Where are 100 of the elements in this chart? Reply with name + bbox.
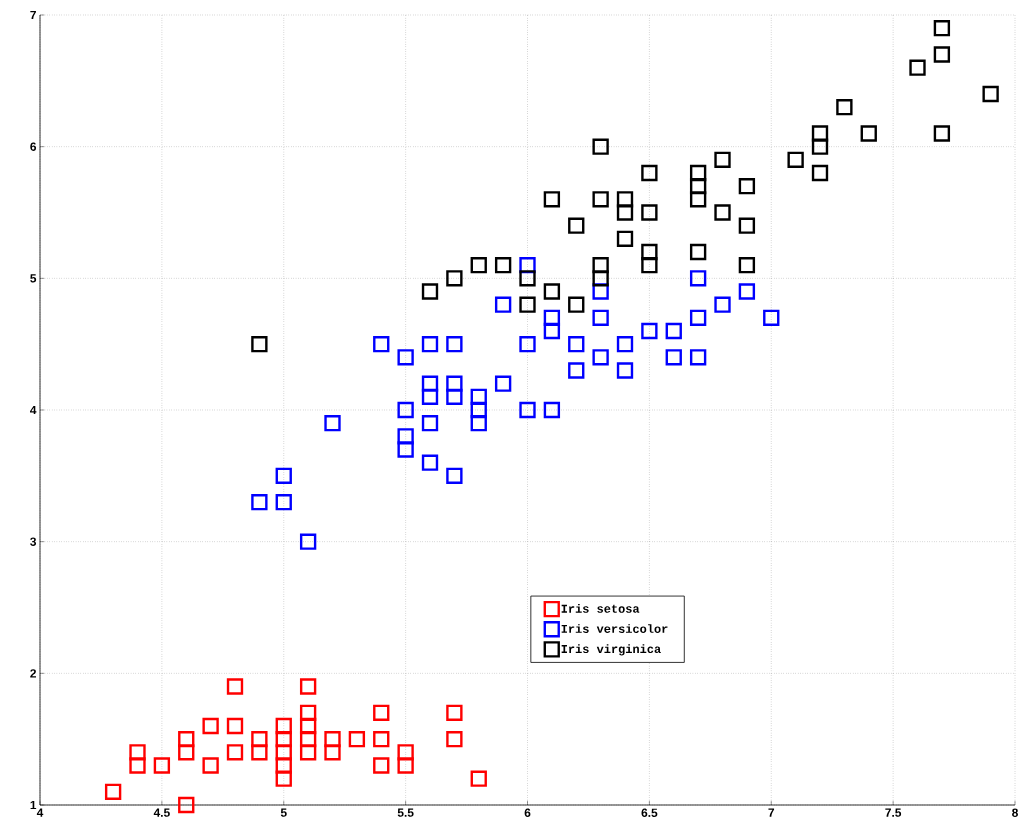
point bbox=[226, 678, 244, 695]
x-tick-label: 8 bbox=[1012, 808, 1018, 817]
point bbox=[592, 270, 609, 287]
point bbox=[373, 730, 390, 748]
point bbox=[324, 414, 341, 432]
point bbox=[470, 256, 487, 274]
point bbox=[714, 204, 731, 221]
point bbox=[665, 349, 682, 366]
point bbox=[714, 296, 731, 313]
point bbox=[909, 59, 926, 76]
x-tick-label: 4.5 bbox=[153, 808, 170, 817]
point bbox=[689, 191, 707, 208]
point bbox=[397, 401, 414, 419]
point bbox=[446, 335, 463, 353]
point bbox=[616, 191, 634, 208]
point bbox=[202, 717, 219, 735]
point bbox=[178, 796, 195, 814]
point bbox=[738, 217, 756, 234]
point bbox=[129, 744, 146, 761]
point bbox=[251, 744, 268, 761]
point bbox=[714, 151, 731, 168]
point bbox=[153, 757, 171, 774]
point bbox=[251, 493, 268, 511]
x-tick-label: 4 bbox=[36, 808, 44, 817]
point bbox=[616, 204, 634, 221]
point bbox=[494, 375, 512, 392]
point bbox=[104, 783, 122, 801]
x-tick-label: 6 bbox=[524, 808, 531, 817]
y-tick-label: 6 bbox=[30, 142, 37, 151]
point bbox=[446, 388, 463, 405]
point bbox=[299, 678, 317, 695]
point bbox=[543, 309, 561, 326]
point bbox=[933, 19, 951, 37]
y-tick-label: 4 bbox=[30, 405, 37, 415]
point bbox=[738, 177, 756, 195]
point bbox=[226, 717, 244, 735]
point bbox=[641, 256, 658, 274]
point bbox=[763, 309, 780, 326]
point bbox=[299, 744, 317, 761]
point bbox=[373, 704, 390, 722]
point bbox=[519, 270, 536, 287]
point bbox=[275, 467, 292, 484]
point bbox=[397, 428, 414, 445]
point bbox=[397, 349, 414, 366]
point bbox=[519, 296, 536, 313]
point bbox=[543, 322, 561, 340]
point bbox=[348, 730, 366, 748]
point bbox=[421, 414, 439, 432]
point bbox=[299, 730, 317, 748]
point bbox=[738, 283, 756, 300]
point bbox=[811, 164, 829, 182]
point bbox=[592, 309, 609, 326]
point bbox=[178, 744, 195, 761]
point bbox=[543, 283, 561, 300]
point bbox=[397, 744, 414, 761]
point bbox=[568, 362, 585, 379]
point bbox=[811, 138, 829, 155]
point bbox=[129, 757, 146, 774]
point bbox=[373, 335, 390, 353]
point bbox=[397, 757, 414, 774]
point bbox=[982, 85, 999, 103]
point bbox=[494, 296, 512, 313]
point bbox=[641, 322, 658, 340]
point bbox=[202, 757, 219, 774]
point bbox=[568, 335, 585, 353]
point bbox=[494, 256, 512, 274]
point bbox=[397, 441, 414, 458]
point bbox=[568, 217, 585, 234]
point bbox=[933, 125, 951, 142]
point bbox=[592, 191, 609, 208]
point bbox=[519, 335, 536, 353]
point bbox=[251, 335, 268, 353]
point bbox=[470, 388, 487, 405]
point bbox=[641, 164, 658, 182]
point bbox=[446, 730, 463, 748]
point bbox=[519, 401, 536, 419]
point bbox=[836, 98, 853, 116]
point bbox=[421, 375, 439, 392]
point bbox=[470, 770, 487, 787]
point bbox=[299, 717, 317, 735]
point bbox=[275, 493, 292, 511]
point bbox=[689, 270, 707, 287]
point bbox=[446, 270, 463, 287]
legend-label: Iris setosa bbox=[561, 604, 640, 613]
point bbox=[299, 533, 317, 550]
point bbox=[641, 204, 658, 221]
point bbox=[226, 744, 244, 761]
point bbox=[421, 335, 439, 353]
y-tick-label: 5 bbox=[30, 274, 37, 283]
point bbox=[689, 243, 707, 261]
point bbox=[446, 375, 463, 392]
point bbox=[251, 730, 268, 748]
point bbox=[616, 230, 634, 247]
point bbox=[543, 401, 561, 419]
x-tick-label: 7.5 bbox=[885, 808, 902, 817]
point bbox=[616, 335, 634, 353]
point bbox=[421, 454, 439, 471]
y-tick-label: 7 bbox=[30, 10, 36, 20]
point bbox=[738, 256, 756, 274]
point bbox=[446, 467, 463, 484]
